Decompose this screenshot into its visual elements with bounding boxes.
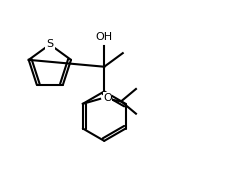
Text: S: S: [46, 39, 53, 49]
Text: OH: OH: [96, 32, 113, 42]
Text: O: O: [103, 93, 112, 103]
